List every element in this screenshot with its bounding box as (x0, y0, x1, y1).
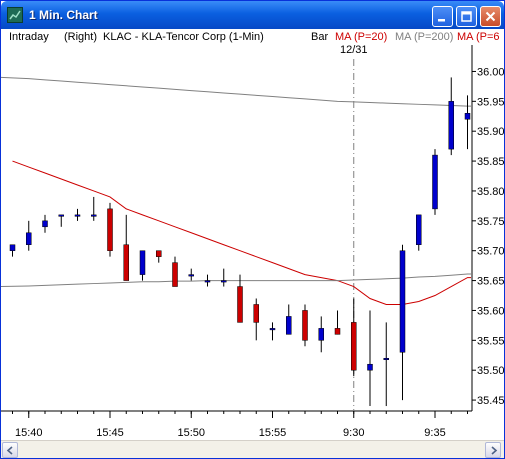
up-candle-body (416, 214, 422, 245)
x-tick-label: 15:55 (259, 427, 287, 439)
scroll-left-button[interactable] (2, 442, 18, 458)
chevron-right-icon (491, 446, 498, 455)
down-candle-body (156, 250, 162, 257)
down-candle-body (107, 208, 113, 251)
down-candle-body (253, 304, 259, 323)
session-divider-label: 12/31 (340, 45, 368, 56)
up-candle-body (26, 232, 32, 245)
y-tick-label: 35.70 (477, 246, 504, 258)
x-tick-label: 9:30 (343, 427, 364, 439)
y-tick-label: 35.45 (477, 395, 504, 407)
down-candle-body (123, 244, 129, 281)
x-tick-label: 15:50 (177, 427, 205, 439)
maximize-button[interactable] (456, 6, 477, 27)
ma200-line (1, 76, 471, 107)
x-tick-label: 9:35 (424, 427, 445, 439)
up-candle-body (9, 244, 16, 251)
up-candle-body (269, 328, 276, 331)
ma200-legend: MA (P=200) (395, 31, 454, 43)
ma20-legend: MA (P=20) (335, 31, 388, 43)
chart-app-icon[interactable] (7, 7, 23, 23)
up-candle-body (448, 101, 454, 150)
horizontal-scrollbar[interactable] (1, 440, 504, 458)
minimize-button[interactable] (432, 6, 453, 27)
up-candle-body (91, 214, 97, 217)
close-icon (485, 11, 496, 22)
up-candle-body (432, 154, 438, 210)
down-candle-body (237, 286, 243, 323)
timeframe-label: Intraday (9, 31, 49, 43)
close-button[interactable] (480, 6, 501, 27)
minimize-icon (438, 19, 445, 22)
window-title: 1 Min. Chart (29, 8, 98, 22)
down-candle-body (172, 262, 178, 287)
axis-side-label: (Right) (64, 31, 98, 43)
up-candle-body (42, 220, 48, 228)
chevron-left-icon (6, 446, 13, 455)
price-chart[interactable]: 36.00 35.95 35.90 35.85 35.80 35.75 35.70 35.65… (1, 45, 504, 440)
y-tick-label: 35.95 (477, 96, 504, 108)
y-tick-label: 35.85 (477, 156, 504, 168)
x-tick-label: 15:45 (96, 427, 124, 439)
down-candle-body (351, 322, 357, 371)
x-tick-label: 15:40 (15, 427, 43, 439)
y-tick-label: 35.75 (477, 216, 504, 228)
y-tick-label: 35.90 (477, 126, 504, 138)
title-bar[interactable]: 1 Min. Chart (1, 1, 504, 29)
symbol-label: KLAC - KLA-Tencor Corp (1-Min) (103, 31, 264, 43)
up-candle-body (367, 363, 373, 371)
up-candle-body (74, 214, 81, 217)
y-tick-label: 35.65 (477, 276, 504, 288)
up-candle-body (286, 316, 292, 335)
up-candle-body (399, 250, 406, 353)
maximize-icon (461, 11, 472, 22)
up-candle-body (383, 358, 389, 360)
up-candle-body (188, 274, 194, 277)
y-tick-label: 35.80 (477, 186, 504, 198)
up-candle-body (221, 280, 227, 283)
down-candle-body (334, 328, 341, 335)
y-tick-label: 35.60 (477, 305, 504, 317)
down-candle-body (302, 310, 308, 341)
up-candle-body (204, 280, 211, 283)
up-candle-body (464, 113, 471, 120)
chart-info-bar: Intraday (Right) KLAC - KLA-Tencor Corp … (1, 29, 504, 45)
y-tick-label: 35.55 (477, 335, 504, 347)
up-candle-body (58, 214, 64, 217)
y-tick-label: 36.00 (477, 66, 504, 78)
y-tick-label: 35.50 (477, 365, 504, 377)
ma-extra-legend: MA (P=6 (457, 31, 500, 43)
up-candle-body (139, 250, 146, 275)
chart-style-label: Bar (311, 31, 329, 43)
scroll-right-button[interactable] (485, 442, 501, 458)
up-candle-body (318, 328, 324, 341)
